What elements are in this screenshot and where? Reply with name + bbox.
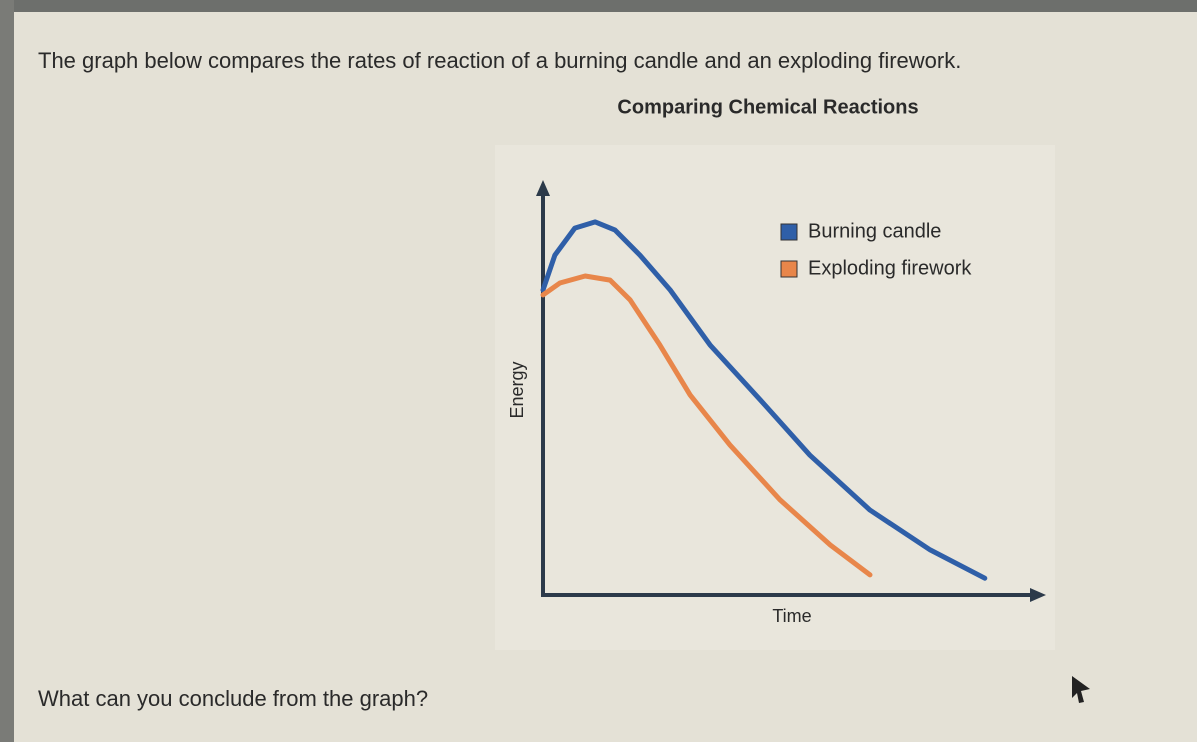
- x-axis-label: Time: [772, 606, 811, 626]
- y-axis-arrow: [536, 180, 550, 196]
- mouse-cursor: [1072, 676, 1090, 703]
- top-edge: [0, 0, 1197, 12]
- chart-title: Comparing Chemical Reactions: [617, 96, 918, 118]
- series-line: [540, 219, 988, 581]
- series-line: [540, 273, 873, 578]
- x-axis-arrow: [1030, 588, 1046, 602]
- legend-label: Burning candle: [808, 220, 941, 242]
- legend-label: Exploding firework: [808, 257, 972, 279]
- left-edge: [0, 0, 14, 742]
- question-text: The graph below compares the rates of re…: [38, 48, 961, 73]
- legend-swatch: [780, 260, 798, 278]
- chart-panel: [495, 145, 1055, 650]
- legend-swatch: [780, 223, 798, 241]
- prompt-text: What can you conclude from the graph?: [38, 686, 428, 711]
- y-axis-label: Energy: [507, 361, 527, 418]
